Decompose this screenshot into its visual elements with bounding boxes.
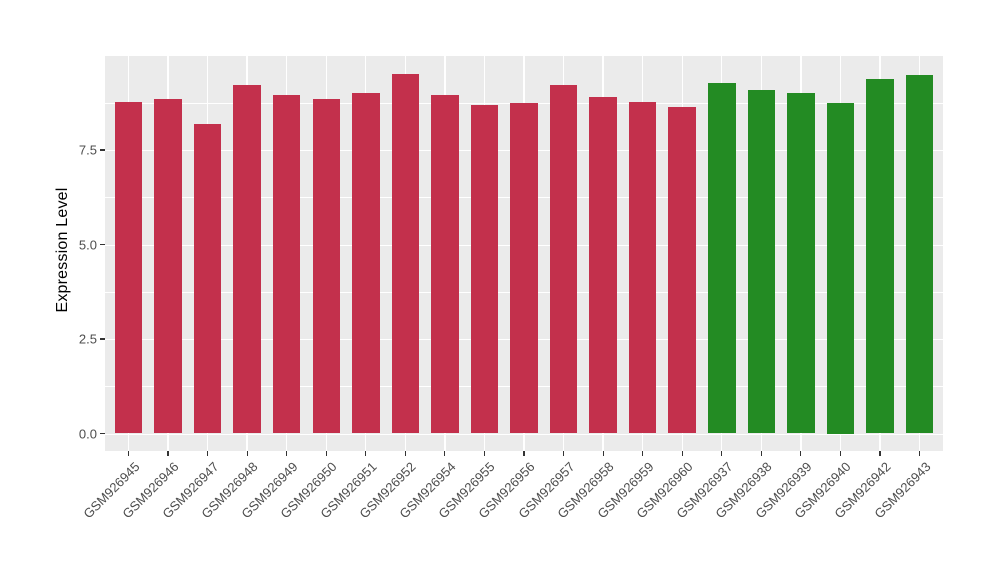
x-tick-mark bbox=[642, 451, 644, 456]
x-tick-mark bbox=[365, 451, 367, 456]
x-tick-mark bbox=[918, 451, 921, 456]
y-tick-mark bbox=[100, 243, 105, 246]
bar-GSM926945 bbox=[114, 102, 143, 434]
x-tick-mark bbox=[681, 451, 683, 456]
y-tick-label: 2.5 bbox=[78, 331, 97, 347]
bar-GSM926948 bbox=[233, 84, 261, 434]
x-tick-mark bbox=[562, 451, 565, 456]
x-tick-mark bbox=[167, 451, 169, 456]
y-tick-label: 5.0 bbox=[78, 237, 97, 252]
plot-panel bbox=[105, 56, 943, 451]
bar-GSM926938 bbox=[747, 89, 776, 434]
bar-GSM926942 bbox=[866, 79, 894, 434]
bar-GSM926940 bbox=[826, 102, 855, 434]
x-tick-mark bbox=[800, 451, 802, 456]
x-tick-mark bbox=[721, 451, 723, 456]
x-tick-mark bbox=[760, 451, 762, 456]
bar-GSM926947 bbox=[193, 123, 222, 434]
x-tick-mark bbox=[325, 451, 327, 456]
bar-GSM926943 bbox=[905, 75, 934, 434]
x-tick-mark bbox=[207, 451, 209, 456]
bar-GSM926951 bbox=[352, 93, 380, 434]
x-tick-mark bbox=[839, 451, 841, 456]
bar-GSM926956 bbox=[510, 103, 538, 434]
x-tick-mark bbox=[444, 451, 446, 456]
x-tick-mark bbox=[879, 451, 881, 456]
bar-GSM926946 bbox=[154, 99, 182, 434]
bar-GSM926937 bbox=[708, 83, 736, 434]
y-tick-label: 0.0 bbox=[78, 426, 97, 441]
x-tick-mark bbox=[523, 451, 525, 456]
x-tick-mark bbox=[286, 451, 288, 456]
bar-GSM926960 bbox=[668, 106, 696, 434]
bar-GSM926952 bbox=[391, 74, 420, 434]
bar-GSM926959 bbox=[628, 101, 657, 434]
bar-GSM926939 bbox=[787, 93, 815, 434]
y-tick-mark bbox=[100, 149, 105, 151]
x-tick-mark bbox=[602, 451, 604, 456]
x-tick-mark bbox=[127, 451, 130, 456]
x-tick-mark bbox=[483, 451, 486, 456]
y-tick-mark bbox=[100, 432, 105, 435]
bar-GSM926957 bbox=[549, 84, 578, 434]
y-tick-mark bbox=[100, 338, 105, 340]
bar-GSM926958 bbox=[589, 97, 617, 434]
bar-GSM926949 bbox=[272, 95, 301, 434]
bar-GSM926950 bbox=[312, 99, 340, 434]
bar-GSM926955 bbox=[470, 105, 499, 434]
y-tick-label: 7.5 bbox=[78, 142, 97, 158]
x-tick-mark bbox=[246, 451, 248, 456]
bar-GSM926954 bbox=[431, 95, 459, 434]
x-tick-mark bbox=[404, 451, 406, 456]
